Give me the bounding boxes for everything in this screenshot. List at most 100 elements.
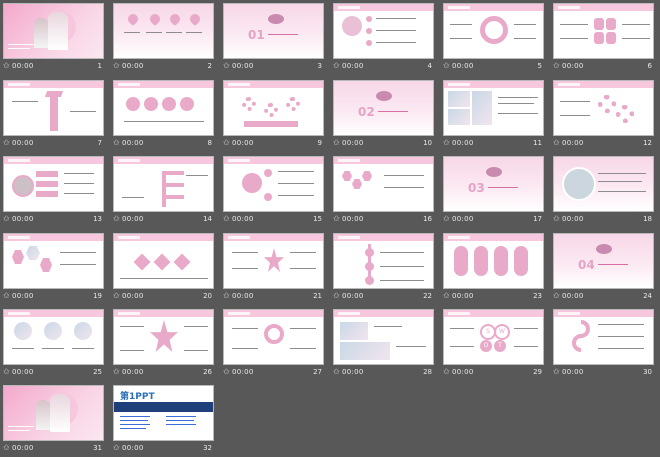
slide-thumbnail[interactable]: ✩ 00:00 11 (443, 80, 544, 152)
slide-number: 4 (427, 62, 432, 70)
slide-preview (113, 80, 214, 136)
slide-thumbnail[interactable]: ✩ 00:00 30 (553, 309, 654, 381)
slide-number: 13 (93, 215, 102, 223)
slide-thumbnail[interactable]: ✩ 00:00 25 (3, 309, 104, 381)
slide-timing: 00:00 (452, 215, 474, 223)
slide-number: 14 (203, 215, 212, 223)
slide-thumbnail[interactable]: ✩ 00:00 27 (223, 309, 324, 381)
slide-preview (553, 156, 654, 212)
slide-transition-icon: ✩ (113, 214, 120, 223)
slide-thumbnail[interactable]: S W O T ✩ 00:00 29 (443, 309, 544, 381)
slide-preview (223, 233, 324, 289)
slide-preview (3, 309, 104, 365)
slide-preview (3, 3, 104, 59)
slide-timing: 00:00 (122, 292, 144, 300)
slide-timing: 00:00 (562, 292, 584, 300)
slide-number: 16 (423, 215, 432, 223)
slide-preview: 02 (333, 80, 434, 136)
slide-transition-icon: ✩ (333, 138, 340, 147)
slide-preview (223, 309, 324, 365)
ppt-logo: 第1PPT (120, 392, 155, 402)
slide-thumbnail[interactable]: ✩ 00:00 18 (553, 156, 654, 228)
slide-transition-icon: ✩ (443, 367, 450, 376)
slide-timing: 00:00 (562, 139, 584, 147)
slide-preview (3, 233, 104, 289)
slide-preview: 04 (553, 233, 654, 289)
slide-timing: 00:00 (122, 444, 144, 452)
slide-transition-icon: ✩ (443, 214, 450, 223)
slide-thumbnail[interactable]: ✩ 00:00 9 (223, 80, 324, 152)
slide-thumbnail[interactable]: ✩ 00:00 2 (113, 3, 214, 75)
slide-transition-icon: ✩ (223, 61, 230, 70)
slide-transition-icon: ✩ (3, 367, 10, 376)
swot-o: O (480, 340, 492, 352)
slide-transition-icon: ✩ (3, 138, 10, 147)
slide-timing: 00:00 (12, 215, 34, 223)
slide-thumbnail[interactable]: ✩ 00:00 23 (443, 233, 544, 305)
slide-thumbnail[interactable]: ✩ 00:00 19 (3, 233, 104, 305)
slide-number: 29 (533, 368, 542, 376)
slide-timing: 00:00 (342, 368, 364, 376)
slide-number: 8 (207, 139, 212, 147)
slide-transition-icon: ✩ (553, 291, 560, 300)
slide-timing: 00:00 (232, 215, 254, 223)
slide-preview (3, 80, 104, 136)
slide-number: 6 (647, 62, 652, 70)
slide-timing: 00:00 (232, 368, 254, 376)
slide-thumbnail[interactable]: ✩ 00:00 5 (443, 3, 544, 75)
slide-thumbnail[interactable]: ✩ 00:00 7 (3, 80, 104, 152)
slide-thumbnail[interactable]: 04 ✩ 00:00 24 (553, 233, 654, 305)
slide-thumbnail[interactable]: 第1PPT ✩ 00:00 32 (113, 385, 214, 457)
slide-thumbnail[interactable]: ✩ 00:00 21 (223, 233, 324, 305)
slide-thumbnail[interactable]: ✩ 00:00 1 (3, 3, 104, 75)
slide-thumbnail[interactable]: 02 ✩ 00:00 10 (333, 80, 434, 152)
slide-transition-icon: ✩ (223, 367, 230, 376)
slide-transition-icon: ✩ (113, 367, 120, 376)
slide-thumbnail[interactable]: ✩ 00:00 26 (113, 309, 214, 381)
slide-preview (553, 3, 654, 59)
slide-timing: 00:00 (122, 368, 144, 376)
slide-timing: 00:00 (562, 215, 584, 223)
slide-preview: 03 (443, 156, 544, 212)
slide-transition-icon: ✩ (553, 61, 560, 70)
slide-thumbnail[interactable]: ✩ 00:00 8 (113, 80, 214, 152)
slide-thumbnail[interactable]: 03 ✩ 00:00 17 (443, 156, 544, 228)
slide-thumbnail[interactable]: 01 ✩ 00:00 3 (223, 3, 324, 75)
swot-w: W (494, 324, 510, 340)
slide-transition-icon: ✩ (3, 214, 10, 223)
slide-timing: 00:00 (452, 139, 474, 147)
slide-thumbnail[interactable]: ✩ 00:00 14 (113, 156, 214, 228)
slide-number: 5 (537, 62, 542, 70)
slide-timing: 00:00 (342, 215, 364, 223)
slide-timing: 00:00 (562, 368, 584, 376)
slide-preview (333, 309, 434, 365)
slide-timing: 00:00 (12, 444, 34, 452)
slide-timing: 00:00 (12, 62, 34, 70)
slide-preview (553, 309, 654, 365)
slide-number: 17 (533, 215, 542, 223)
slide-thumbnail[interactable]: ✩ 00:00 28 (333, 309, 434, 381)
slide-transition-icon: ✩ (443, 138, 450, 147)
slide-thumbnail[interactable]: ✩ 00:00 13 (3, 156, 104, 228)
slide-thumbnail[interactable]: ✩ 00:00 4 (333, 3, 434, 75)
slide-number: 15 (313, 215, 322, 223)
slide-thumbnail[interactable]: ✩ 00:00 6 (553, 3, 654, 75)
slide-number: 3 (317, 62, 322, 70)
slide-thumbnail[interactable]: ✩ 00:00 31 (3, 385, 104, 457)
slide-thumbnail[interactable]: ✩ 00:00 15 (223, 156, 324, 228)
slide-preview: 第1PPT (113, 385, 214, 441)
section-number: 04 (578, 258, 595, 272)
slide-transition-icon: ✩ (113, 443, 120, 452)
slide-transition-icon: ✩ (553, 214, 560, 223)
slide-number: 2 (207, 62, 212, 70)
slide-number: 26 (203, 368, 212, 376)
slide-transition-icon: ✩ (3, 291, 10, 300)
slide-thumbnail[interactable]: ✩ 00:00 16 (333, 156, 434, 228)
slide-number: 20 (203, 292, 212, 300)
slide-timing: 00:00 (12, 368, 34, 376)
slide-preview (443, 3, 544, 59)
slide-thumbnail[interactable]: ✩ 00:00 20 (113, 233, 214, 305)
slide-thumbnail[interactable]: ✩ 00:00 12 (553, 80, 654, 152)
slide-thumbnail[interactable]: ✩ 00:00 22 (333, 233, 434, 305)
